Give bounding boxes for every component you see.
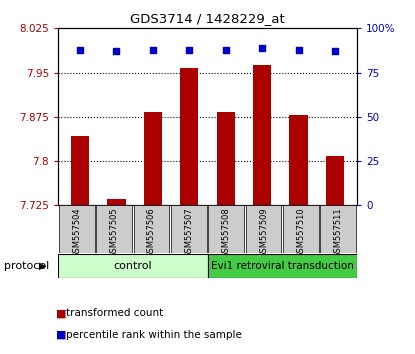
Bar xyxy=(208,254,357,278)
Text: GSM557509: GSM557509 xyxy=(259,208,268,258)
Bar xyxy=(59,205,95,253)
Text: control: control xyxy=(113,261,152,271)
Text: GSM557505: GSM557505 xyxy=(110,208,119,258)
Text: GSM557507: GSM557507 xyxy=(184,208,193,258)
Text: ■: ■ xyxy=(56,330,66,339)
Point xyxy=(149,47,156,52)
Text: GSM557506: GSM557506 xyxy=(147,208,156,258)
Text: ■: ■ xyxy=(56,308,66,318)
Bar xyxy=(320,205,356,253)
Text: Evi1 retroviral transduction: Evi1 retroviral transduction xyxy=(211,261,354,271)
Text: GDS3714 / 1428229_at: GDS3714 / 1428229_at xyxy=(130,12,285,25)
Bar xyxy=(217,112,235,205)
Bar xyxy=(208,205,244,253)
Bar xyxy=(144,112,162,205)
Bar xyxy=(246,205,281,253)
Bar xyxy=(71,136,89,205)
Bar xyxy=(326,156,344,205)
Bar xyxy=(107,199,125,205)
Point xyxy=(222,47,229,52)
Bar xyxy=(171,205,207,253)
Text: transformed count: transformed count xyxy=(66,308,164,318)
Text: GSM557504: GSM557504 xyxy=(72,208,81,258)
Bar xyxy=(283,205,319,253)
Text: protocol: protocol xyxy=(4,261,49,271)
Text: ▶: ▶ xyxy=(39,261,46,271)
Bar xyxy=(96,205,132,253)
Bar xyxy=(290,115,308,205)
Point xyxy=(77,47,83,52)
Bar xyxy=(180,68,198,205)
Point xyxy=(186,47,193,52)
Point xyxy=(295,47,302,52)
Text: percentile rank within the sample: percentile rank within the sample xyxy=(66,330,242,339)
Text: GSM557511: GSM557511 xyxy=(334,208,343,258)
Text: GSM557510: GSM557510 xyxy=(296,208,305,258)
Bar xyxy=(253,65,271,205)
Point xyxy=(332,48,338,54)
Point xyxy=(113,48,120,54)
Bar xyxy=(134,205,169,253)
Point xyxy=(259,45,266,51)
Text: GSM557508: GSM557508 xyxy=(222,208,231,258)
Bar xyxy=(58,254,208,278)
